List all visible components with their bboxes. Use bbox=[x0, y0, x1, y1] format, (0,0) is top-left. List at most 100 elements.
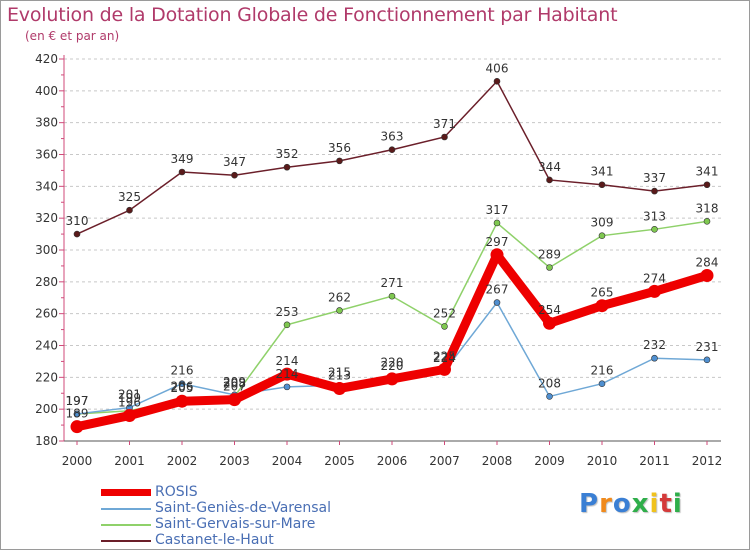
series-point-castanet-le-haut bbox=[178, 168, 186, 176]
y-tick-label-220: 220 bbox=[35, 370, 58, 384]
series-point-saint-genies-de-varensal bbox=[598, 380, 606, 388]
series-point-saint-genies-de-varensal bbox=[546, 393, 553, 400]
data-label-saint-gervais-sur-mare: 199 bbox=[118, 391, 141, 405]
x-tick-label-2008: 2008 bbox=[482, 454, 513, 468]
series-point-saint-gervais-sur-mare bbox=[546, 264, 553, 271]
y-tick-label-300: 300 bbox=[35, 243, 58, 257]
series-point-saint-genies-de-varensal bbox=[651, 354, 658, 362]
x-tick-label-2006: 2006 bbox=[377, 454, 408, 468]
series-point-saint-genies-de-varensal bbox=[73, 410, 81, 418]
axes: 180 200 220 240 260 280 300 320 340 360 380 400 420 2… bbox=[35, 52, 722, 468]
data-label-rosis: 196 bbox=[118, 396, 141, 410]
data-label-castanet-le-haut: 310 bbox=[66, 214, 89, 228]
series-point-castanet-le-haut bbox=[73, 230, 81, 238]
series-point-rosis bbox=[438, 362, 451, 376]
logo-letter: i bbox=[649, 489, 660, 519]
proxiti-logo: Proxiti bbox=[579, 489, 683, 519]
y-tick-label-200: 200 bbox=[35, 402, 58, 416]
logo-letter: r bbox=[599, 489, 613, 519]
data-label-castanet-le-haut: 341 bbox=[591, 165, 614, 179]
data-label-rosis: 189 bbox=[66, 407, 89, 421]
series-point-rosis bbox=[385, 372, 399, 386]
data-label-rosis: 254 bbox=[538, 303, 561, 317]
y-tick-label-360: 360 bbox=[35, 148, 58, 162]
y-tick-label-380: 380 bbox=[35, 116, 58, 130]
data-label-saint-gervais-sur-mare: 262 bbox=[328, 290, 351, 304]
data-label-saint-gervais-sur-mare: 313 bbox=[643, 209, 666, 223]
data-label-castanet-le-haut: 337 bbox=[643, 171, 666, 185]
y-tick-label-280: 280 bbox=[35, 275, 58, 289]
series-point-castanet-le-haut bbox=[493, 77, 501, 85]
series-group bbox=[70, 77, 714, 434]
y-tick-label-320: 320 bbox=[35, 211, 58, 225]
data-label-saint-gervais-sur-mare: 253 bbox=[276, 305, 299, 319]
series-point-rosis bbox=[648, 284, 661, 298]
series-point-saint-genies-de-varensal bbox=[703, 356, 711, 364]
data-label-saint-genies-de-varensal: 215 bbox=[328, 365, 351, 379]
series-point-castanet-le-haut bbox=[546, 176, 553, 184]
legend-label-castanet: Castanet-le-Haut bbox=[155, 532, 274, 548]
series-point-saint-genies-de-varensal bbox=[493, 299, 501, 306]
y-tick-label-400: 400 bbox=[35, 84, 58, 98]
series-point-castanet-le-haut bbox=[598, 181, 606, 189]
series-point-saint-gervais-sur-mare bbox=[598, 232, 606, 239]
series-point-castanet-le-haut bbox=[231, 171, 238, 179]
data-label-rosis: 225 bbox=[433, 349, 456, 363]
data-label-castanet-le-haut: 356 bbox=[328, 141, 351, 155]
logo-letter: i bbox=[672, 489, 683, 519]
x-tick-label-2001: 2001 bbox=[114, 454, 145, 468]
data-label-castanet-le-haut: 406 bbox=[486, 61, 509, 75]
x-tick-label-2009: 2009 bbox=[534, 454, 565, 468]
data-label-saint-genies-de-varensal: 208 bbox=[538, 376, 561, 390]
data-label-saint-gervais-sur-mare: 318 bbox=[696, 201, 719, 215]
data-label-saint-genies-de-varensal: 201 bbox=[118, 388, 141, 402]
x-tick-label-2012: 2012 bbox=[692, 454, 723, 468]
data-label-saint-genies-de-varensal: 220 bbox=[381, 356, 404, 370]
series-point-castanet-le-haut bbox=[336, 157, 343, 165]
series-point-saint-gervais-sur-mare bbox=[493, 219, 501, 227]
series-point-castanet-le-haut bbox=[388, 146, 396, 154]
y-tick-label-420: 420 bbox=[35, 52, 58, 66]
data-label-castanet-le-haut: 341 bbox=[696, 165, 719, 179]
series-point-rosis bbox=[333, 381, 346, 395]
series-point-rosis bbox=[175, 394, 189, 408]
chart-title: Evolution de la Dotation Globale de Fonc… bbox=[7, 4, 618, 26]
y-tick-label-260: 260 bbox=[35, 307, 58, 321]
series-saint-gervais-sur-mare bbox=[73, 218, 711, 418]
series-point-saint-gervais-sur-mare bbox=[441, 323, 448, 330]
series-point-saint-gervais-sur-mare bbox=[388, 292, 396, 300]
data-label-saint-gervais-sur-mare: 252 bbox=[433, 306, 456, 320]
data-label-saint-gervais-sur-mare: 309 bbox=[591, 216, 614, 230]
series-point-castanet-le-haut bbox=[651, 187, 658, 195]
series-point-saint-gervais-sur-mare bbox=[336, 307, 343, 314]
logo-letter: o bbox=[612, 489, 632, 519]
series-point-rosis bbox=[123, 409, 136, 423]
legend-swatch-saint-genies bbox=[101, 508, 151, 510]
series-rosis bbox=[70, 248, 714, 434]
legend-swatch-castanet bbox=[101, 540, 151, 542]
x-tick-label-2011: 2011 bbox=[639, 454, 670, 468]
series-point-saint-genies-de-varensal bbox=[283, 383, 291, 391]
series-castanet-le-haut bbox=[73, 77, 711, 238]
logo-letter: x bbox=[631, 489, 650, 519]
data-label-saint-genies-de-varensal: 209 bbox=[223, 375, 246, 389]
x-tick-label-2005: 2005 bbox=[324, 454, 355, 468]
legend-label-saint-genies: Saint-Geniès-de-Varensal bbox=[155, 500, 331, 516]
data-label-castanet-le-haut: 344 bbox=[538, 160, 561, 174]
logo-letter: P bbox=[579, 489, 600, 519]
series-point-castanet-le-haut bbox=[283, 163, 291, 171]
data-label-saint-genies-de-varensal: 224 bbox=[433, 351, 456, 365]
series-point-rosis bbox=[70, 420, 84, 434]
x-tick-label-2007: 2007 bbox=[429, 454, 460, 468]
data-label-rosis: 265 bbox=[591, 286, 614, 300]
logo-letter: t bbox=[659, 489, 673, 519]
data-label-saint-gervais-sur-mare: 289 bbox=[538, 248, 561, 262]
data-label-rosis: 207 bbox=[223, 380, 246, 394]
data-label-castanet-le-haut: 325 bbox=[118, 190, 141, 204]
data-label-saint-genies-de-varensal: 216 bbox=[171, 364, 194, 378]
y-tick-label-340: 340 bbox=[35, 179, 58, 193]
series-point-saint-gervais-sur-mare bbox=[283, 321, 291, 329]
series-point-saint-genies-de-varensal bbox=[178, 380, 186, 388]
legend-swatch-rosis bbox=[101, 489, 151, 496]
